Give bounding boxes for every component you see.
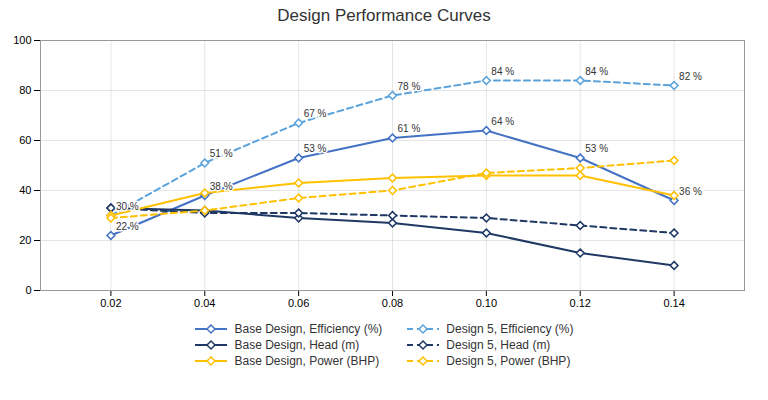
svg-text:22 %: 22 % <box>116 221 139 232</box>
svg-text:60: 60 <box>19 134 31 146</box>
html-text:Base Design, Head (m): Base Design, Head (m) <box>234 338 360 352</box>
svg-text:53 %: 53 % <box>585 143 608 154</box>
html-text:Design 5, Power (BHP): Design 5, Power (BHP) <box>446 354 571 368</box>
svg-text:38 %: 38 % <box>210 181 233 192</box>
svg-text:0.10: 0.10 <box>476 297 497 309</box>
svg-text:84 %: 84 % <box>491 66 514 77</box>
svg-text:100: 100 <box>13 34 31 46</box>
svg-text:0.12: 0.12 <box>570 297 591 309</box>
svg-text:0.14: 0.14 <box>663 297 684 309</box>
svg-text:67 %: 67 % <box>304 108 327 119</box>
html-text:Design 5, Efficiency (%): Design 5, Efficiency (%) <box>446 322 574 336</box>
svg-text:78 %: 78 % <box>398 81 421 92</box>
svg-text:30 %: 30 % <box>116 201 139 212</box>
html-text:Base Design, Power (BHP): Base Design, Power (BHP) <box>234 354 380 368</box>
svg-text:82 %: 82 % <box>679 71 702 82</box>
html-text:Design 5, Head (m): Design 5, Head (m) <box>446 338 551 352</box>
html-text:Design Performance Curves: Design Performance Curves <box>277 6 491 25</box>
svg-text:0.06: 0.06 <box>288 297 309 309</box>
svg-text:51 %: 51 % <box>210 148 233 159</box>
svg-text:36 %: 36 % <box>679 186 702 197</box>
svg-text:0.08: 0.08 <box>382 297 403 309</box>
svg-text:40: 40 <box>19 184 31 196</box>
svg-text:61 %: 61 % <box>398 123 421 134</box>
svg-text:0: 0 <box>25 284 31 296</box>
svg-text:80: 80 <box>19 84 31 96</box>
svg-text:0.02: 0.02 <box>100 297 121 309</box>
svg-text:53 %: 53 % <box>304 143 327 154</box>
html-text:Base Design, Efficiency (%): Base Design, Efficiency (%) <box>234 322 383 336</box>
svg-text:20: 20 <box>19 234 31 246</box>
svg-text:0.04: 0.04 <box>194 297 215 309</box>
svg-text:84 %: 84 % <box>585 66 608 77</box>
svg-text:64 %: 64 % <box>491 116 514 127</box>
